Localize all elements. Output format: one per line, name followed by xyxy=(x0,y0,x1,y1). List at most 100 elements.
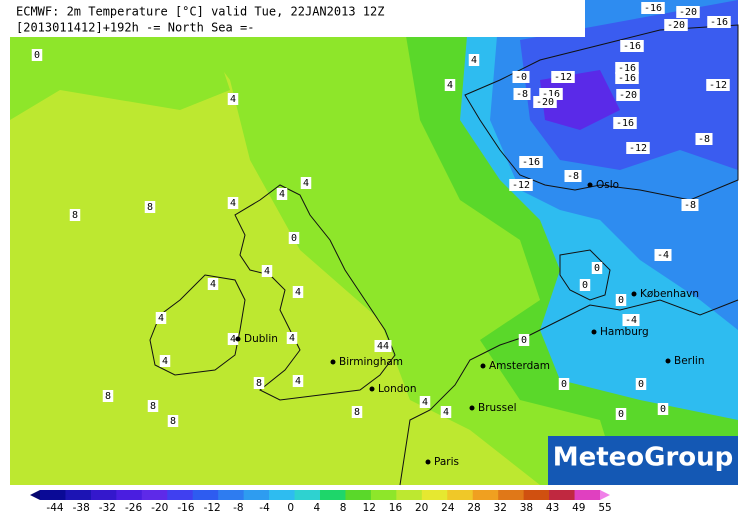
label-box xyxy=(509,179,533,191)
colorbar-segment xyxy=(396,490,423,500)
contour-label: 8 xyxy=(256,378,262,389)
colorbar-tick-label: -4 xyxy=(259,502,270,514)
city-dot xyxy=(469,405,475,411)
contour-label: 4 xyxy=(230,198,236,209)
city-dot xyxy=(480,363,486,369)
contour-label: -8 xyxy=(567,171,579,182)
contour-label: -8 xyxy=(684,200,696,211)
label-box xyxy=(147,400,159,412)
colorbar-arrow-left xyxy=(30,490,40,500)
contour-label: 4 xyxy=(471,55,477,66)
label-box xyxy=(253,377,265,389)
label-box xyxy=(102,390,114,402)
colorbar-tick-label: -26 xyxy=(125,502,142,514)
contour-label: 4 xyxy=(295,287,301,298)
city-label: Hamburg xyxy=(600,326,649,338)
contour-label: 8 xyxy=(354,407,360,418)
label-box xyxy=(288,232,300,244)
colorbar-segment xyxy=(421,490,448,500)
contour-label: -16 xyxy=(618,73,636,84)
contour-label: -12 xyxy=(554,72,572,83)
logo-box xyxy=(548,436,738,485)
label-box xyxy=(654,249,672,261)
label-box xyxy=(615,62,639,74)
contour-label: 4 xyxy=(279,189,285,200)
colorbar-tick-label: -38 xyxy=(73,502,90,514)
colorbar-segment xyxy=(243,490,270,500)
label-box xyxy=(706,79,730,91)
label-box xyxy=(419,396,431,408)
label-box xyxy=(512,71,530,83)
contour-label: 8 xyxy=(147,202,153,213)
great-britain xyxy=(234,184,396,401)
label-box xyxy=(615,408,627,420)
label-box xyxy=(707,16,731,28)
colorbar: -44 -38 -32 -26 -20 -16 -12 -8 -4 0 4 8 12 16 20 24 28 32… xyxy=(30,490,612,514)
contour-label: -4 xyxy=(625,315,637,326)
label-box xyxy=(292,286,304,298)
colorbar-segment xyxy=(320,490,346,500)
contour-label: 0 xyxy=(618,409,624,420)
label-box xyxy=(276,188,288,200)
label-box xyxy=(374,340,392,352)
label-box xyxy=(167,415,179,427)
contour-label: -20 xyxy=(619,90,637,101)
colorbar-segment xyxy=(472,490,499,500)
city-label: Birmingham xyxy=(339,356,403,368)
colorbar-segment xyxy=(65,490,92,500)
contour-label: -16 xyxy=(542,89,560,100)
label-box xyxy=(292,375,304,387)
header-box xyxy=(10,0,585,37)
contour-label: -16 xyxy=(644,3,662,14)
colorbar-tick-label: 20 xyxy=(415,502,428,514)
label-box xyxy=(626,142,650,154)
zone-coldest xyxy=(540,70,620,130)
colorbar-arrow-right xyxy=(600,490,610,500)
logo: MeteoGroup xyxy=(553,443,734,473)
contour-label: 4 xyxy=(230,94,236,105)
city-label: Oslo xyxy=(596,179,619,191)
colorbar-tick-label: 12 xyxy=(363,502,376,514)
colorbar-segment xyxy=(370,490,397,500)
colorbar-segment xyxy=(167,490,194,500)
contour-label: 4 xyxy=(295,376,301,387)
label-box xyxy=(641,2,665,14)
contour-label: -20 xyxy=(536,97,554,108)
contour-label: 4 xyxy=(230,334,236,345)
contour-label: -16 xyxy=(522,157,540,168)
label-box xyxy=(620,40,644,52)
contour-label: 4 xyxy=(443,407,449,418)
contour-label: 8 xyxy=(72,210,78,221)
contour-label: -16 xyxy=(618,63,636,74)
label-box xyxy=(579,279,591,291)
contour-label: 0 xyxy=(618,295,624,306)
label-box xyxy=(664,19,688,31)
contour-label: 0 xyxy=(660,404,666,415)
contour-label: -8 xyxy=(698,134,710,145)
label-box xyxy=(159,355,171,367)
contour-label: 0 xyxy=(291,233,297,244)
city-label: Berlin xyxy=(674,355,704,367)
header-subtitle: [2013011412]+192h -= North Sea =- xyxy=(16,21,254,35)
label-box xyxy=(635,378,647,390)
city-dot xyxy=(591,329,597,335)
contour-label: 4 xyxy=(162,356,168,367)
contour-label: 0 xyxy=(582,280,588,291)
label-box xyxy=(227,333,239,345)
colorbar-segment xyxy=(116,490,143,500)
contour-labels: 0 444-0 -12-8 -16-20-16-16-20-16-20-16-16-2… xyxy=(31,2,731,427)
colorbar-tick-label: 32 xyxy=(494,502,507,514)
label-box xyxy=(519,156,543,168)
label-box xyxy=(622,314,640,326)
label-box xyxy=(695,133,713,145)
colorbar-tick-label: 24 xyxy=(441,502,455,514)
city-dot xyxy=(631,291,637,297)
city-dot xyxy=(587,182,593,188)
city-dot xyxy=(665,358,671,364)
colorbar-segment xyxy=(447,490,474,500)
contour-label: -8 xyxy=(516,89,528,100)
label-box xyxy=(444,79,456,91)
city-label: Dublin xyxy=(244,333,278,345)
label-box xyxy=(261,265,273,277)
